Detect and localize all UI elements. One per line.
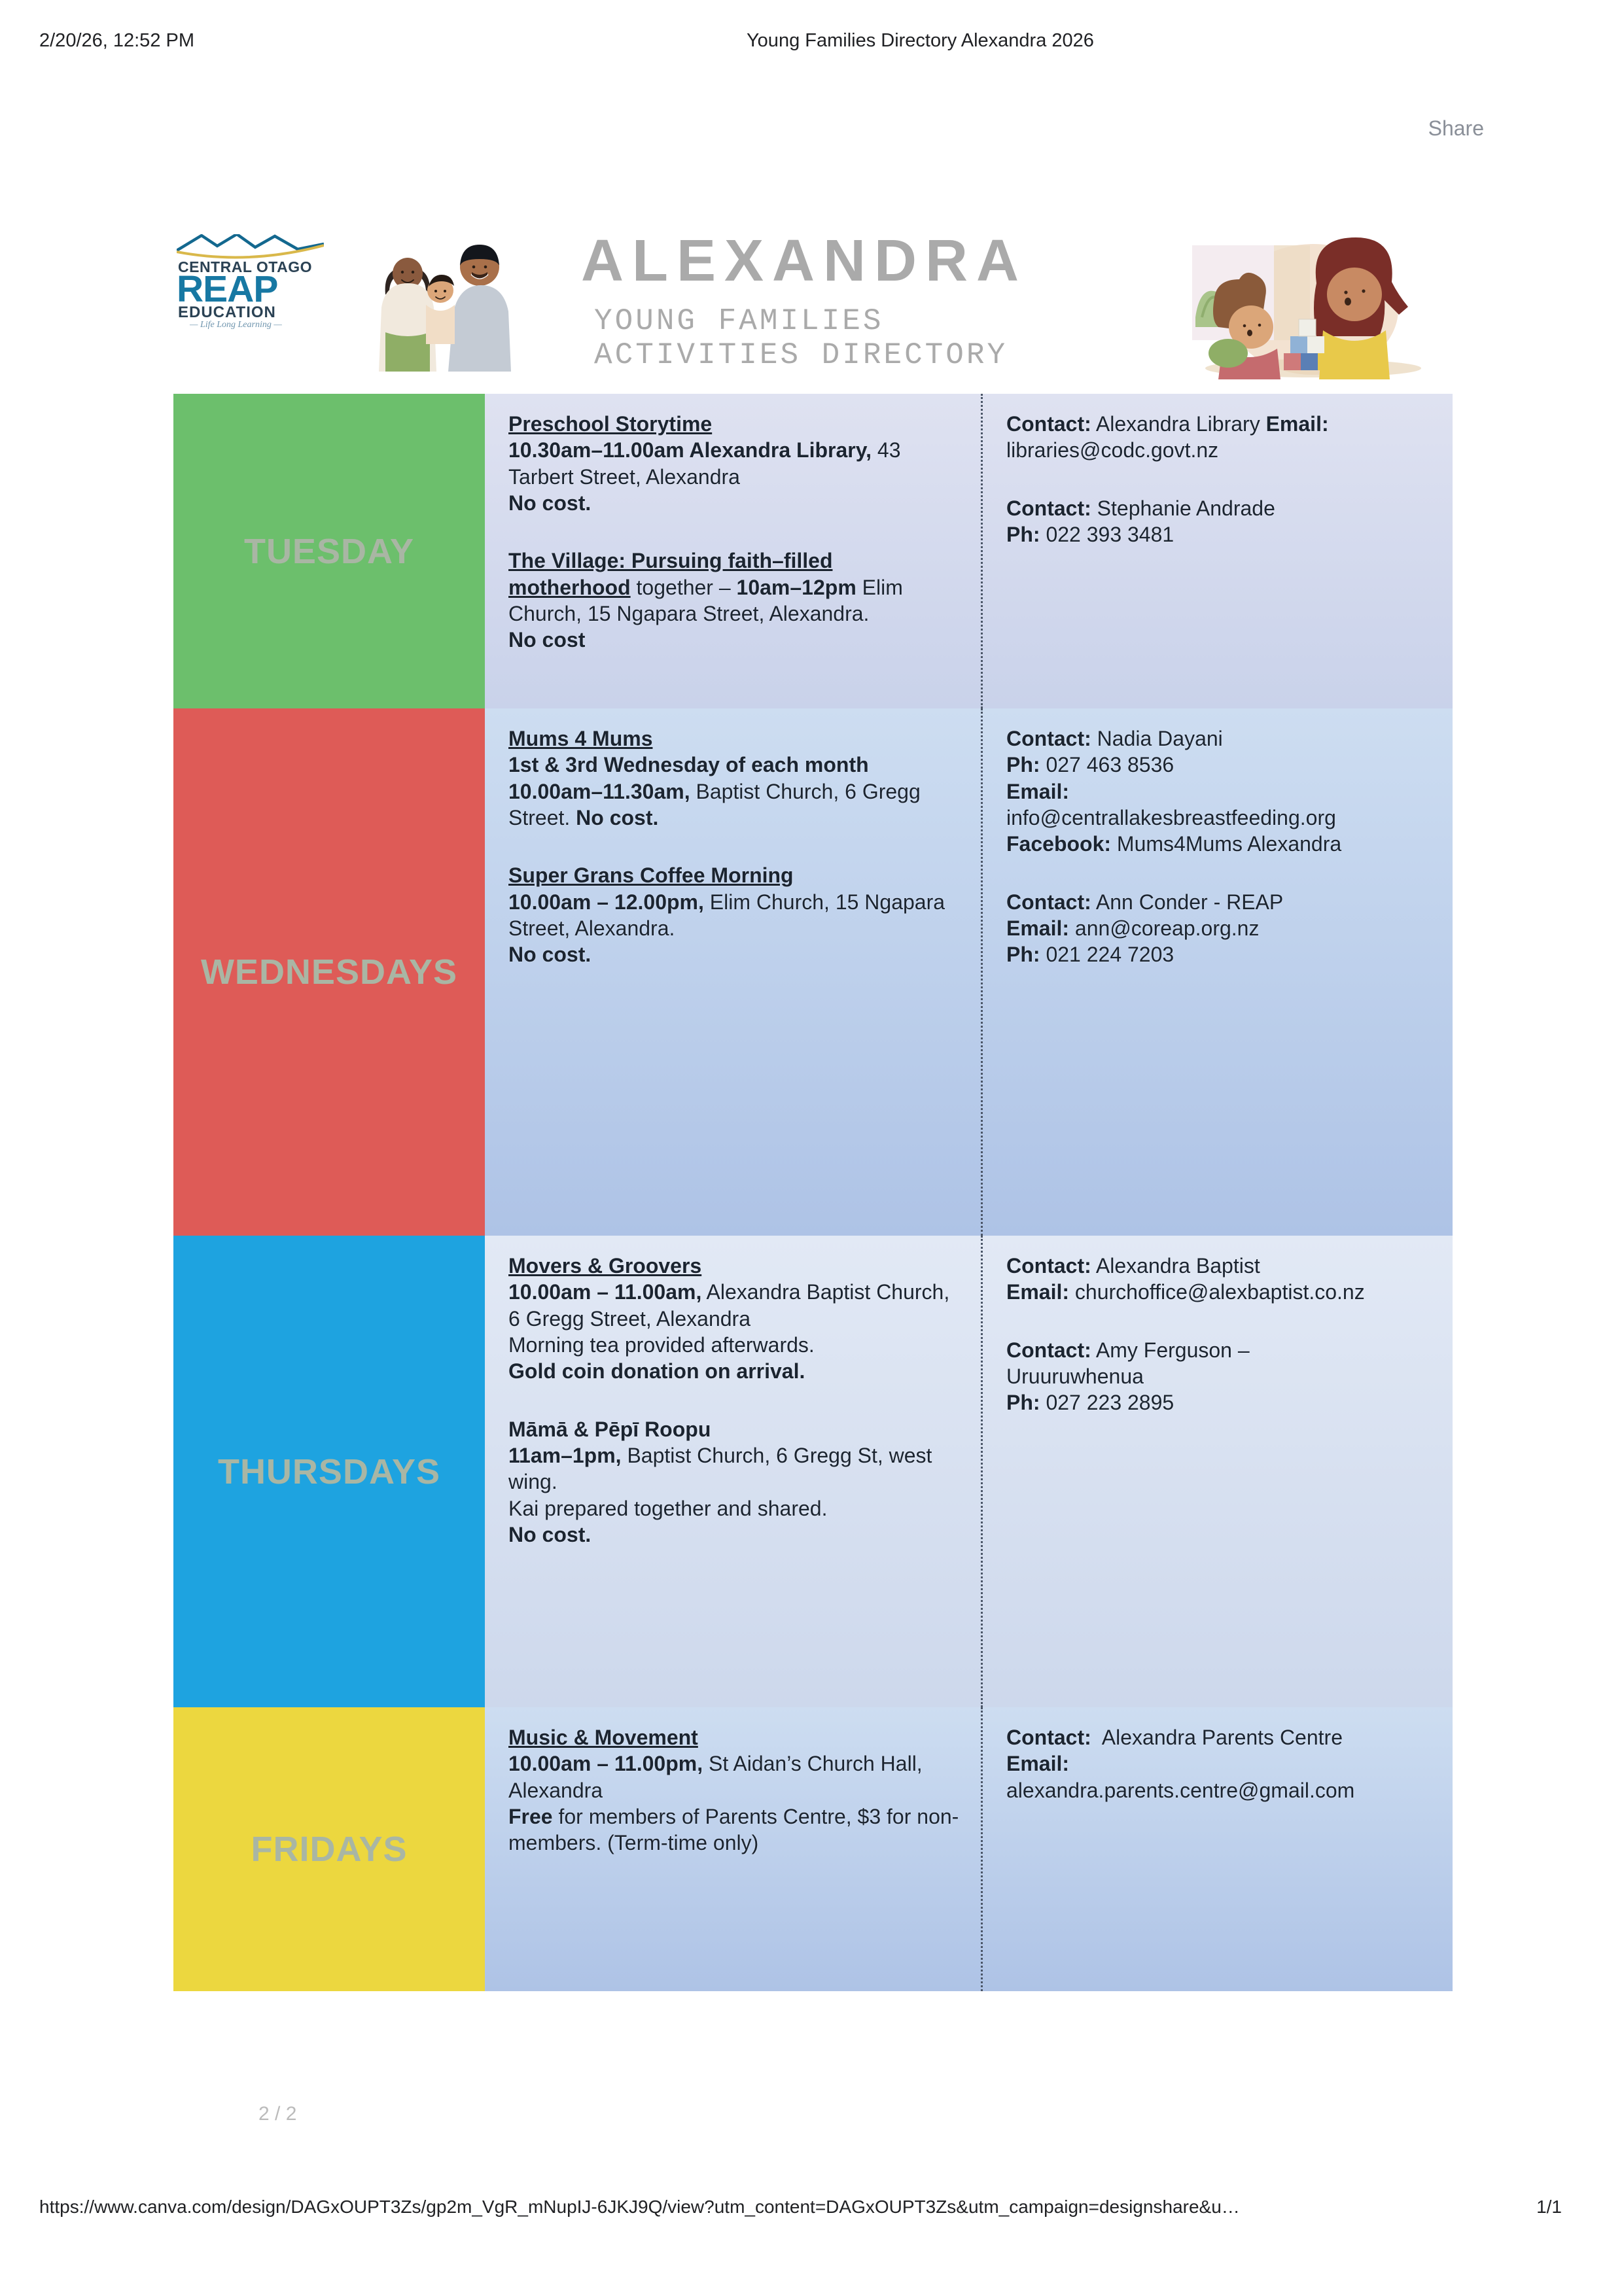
svg-text:— Life Long Learning —: — Life Long Learning — [189,320,282,330]
svg-text:EDUCATION: EDUCATION [178,304,276,321]
